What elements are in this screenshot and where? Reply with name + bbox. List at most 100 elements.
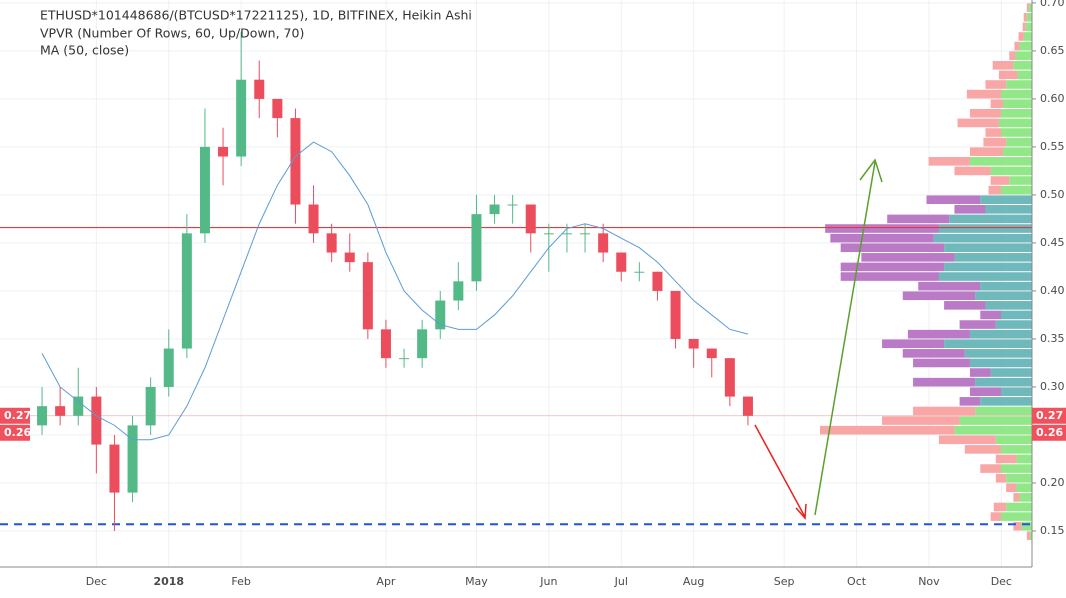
volume-down: [959, 320, 996, 329]
volume-up: [954, 253, 1032, 262]
volume-down: [907, 329, 970, 339]
volume-up: [1019, 41, 1032, 51]
volume-down: [980, 310, 1001, 320]
indicator-label: MA (50, close): [40, 43, 129, 58]
volume-up: [990, 368, 1032, 377]
y-tick-label: 0.30: [1040, 380, 1065, 393]
volume-up: [980, 397, 1032, 406]
volume-down: [926, 195, 981, 205]
candle-body: [344, 252, 355, 263]
candle-body: [127, 425, 138, 493]
volume-up: [954, 425, 1032, 435]
price-badge: [0, 407, 30, 424]
volume-down: [882, 339, 945, 349]
volume-up: [1006, 502, 1032, 512]
y-tick-label: 0.70: [1040, 0, 1065, 9]
volume-up: [969, 157, 1032, 166]
y-tick-label: 0.50: [1040, 188, 1065, 201]
volume-up: [975, 406, 1032, 416]
volume-down: [954, 166, 991, 176]
plot: [0, 0, 1032, 567]
volume-up: [1000, 128, 1032, 137]
volume-down: [840, 243, 945, 253]
volume-down: [1023, 12, 1027, 22]
volume-down: [825, 224, 939, 233]
volume-up: [1000, 464, 1032, 473]
volume-down: [988, 185, 1001, 195]
volume-up: [938, 224, 1032, 233]
volume-down: [1013, 521, 1022, 531]
volume-up: [1000, 310, 1032, 320]
candle-body: [91, 396, 102, 445]
volume-down: [913, 406, 976, 416]
candle-body: [525, 204, 536, 234]
volume-up: [1000, 512, 1032, 521]
volume-up: [1025, 22, 1032, 32]
volume-down: [928, 157, 970, 166]
down-arrow-head: [795, 503, 807, 520]
volume-down: [985, 128, 1001, 137]
volume-up: [1019, 493, 1032, 502]
volume-up: [985, 301, 1032, 310]
y-tick-label: 0.60: [1040, 92, 1065, 105]
candle-body: [145, 386, 156, 426]
volume-down: [1022, 22, 1026, 32]
volume-up: [944, 243, 1032, 253]
volume-down: [1026, 531, 1030, 541]
candle-body: [453, 281, 464, 301]
candle-body: [55, 406, 66, 416]
candle-body: [724, 358, 735, 397]
volume-down: [980, 464, 1001, 473]
candle-body: [742, 396, 753, 416]
candle-body: [616, 252, 627, 272]
volume-down: [820, 425, 955, 435]
volume-down: [969, 368, 991, 377]
volume-down: [918, 281, 981, 291]
volume-up: [959, 416, 1032, 425]
volume-down: [959, 397, 981, 406]
candle-body: [688, 338, 699, 349]
x-tick-label: Dec: [86, 575, 107, 588]
volume-up: [1006, 137, 1032, 147]
x-tick-label: Sep: [774, 575, 795, 588]
volume-up: [1021, 521, 1032, 531]
price-badge-label: 0.26: [1036, 426, 1063, 439]
volume-down: [1014, 41, 1020, 51]
volume-up: [1026, 12, 1032, 22]
y-tick-label: 0.45: [1040, 236, 1065, 249]
candle-body: [670, 290, 681, 339]
volume-up: [949, 214, 1032, 224]
candle-body: [163, 348, 174, 387]
candle-body: [706, 348, 717, 359]
candle-body: [507, 204, 518, 206]
volume-up: [1016, 454, 1032, 464]
x-tick-label: May: [465, 575, 488, 588]
candle-body: [652, 271, 663, 291]
volume-down: [998, 70, 1018, 80]
y-tick-label: 0.55: [1040, 140, 1065, 153]
candle-body: [272, 98, 283, 119]
x-tick-label: Aug: [683, 575, 704, 588]
price-badge-label: 0.26: [4, 426, 31, 439]
up-arrow: [814, 161, 876, 516]
volume-up: [1006, 80, 1032, 89]
volume-up: [969, 358, 1032, 368]
volume-up: [1000, 89, 1032, 99]
volume-up: [933, 233, 1032, 243]
ma-line: [41, 141, 749, 441]
volume-up: [1015, 51, 1032, 60]
x-tick-label: Oct: [847, 575, 867, 588]
candle-body: [471, 214, 482, 282]
x-tick-label: Jul: [614, 575, 628, 588]
price-badge-label: 0.27: [1036, 409, 1063, 422]
indicator-label: VPVR (Number Of Rows, 60, Up/Down, 70): [40, 26, 304, 41]
up-arrow-head: [859, 158, 883, 183]
volume-up: [1023, 32, 1032, 41]
x-tick-label: Apr: [376, 575, 396, 588]
volume-down: [882, 416, 960, 425]
price-badge: [1032, 424, 1066, 441]
candle-body: [380, 329, 391, 359]
volume-down: [969, 147, 1004, 157]
volume-down: [830, 233, 934, 243]
volume-down: [990, 512, 1001, 521]
